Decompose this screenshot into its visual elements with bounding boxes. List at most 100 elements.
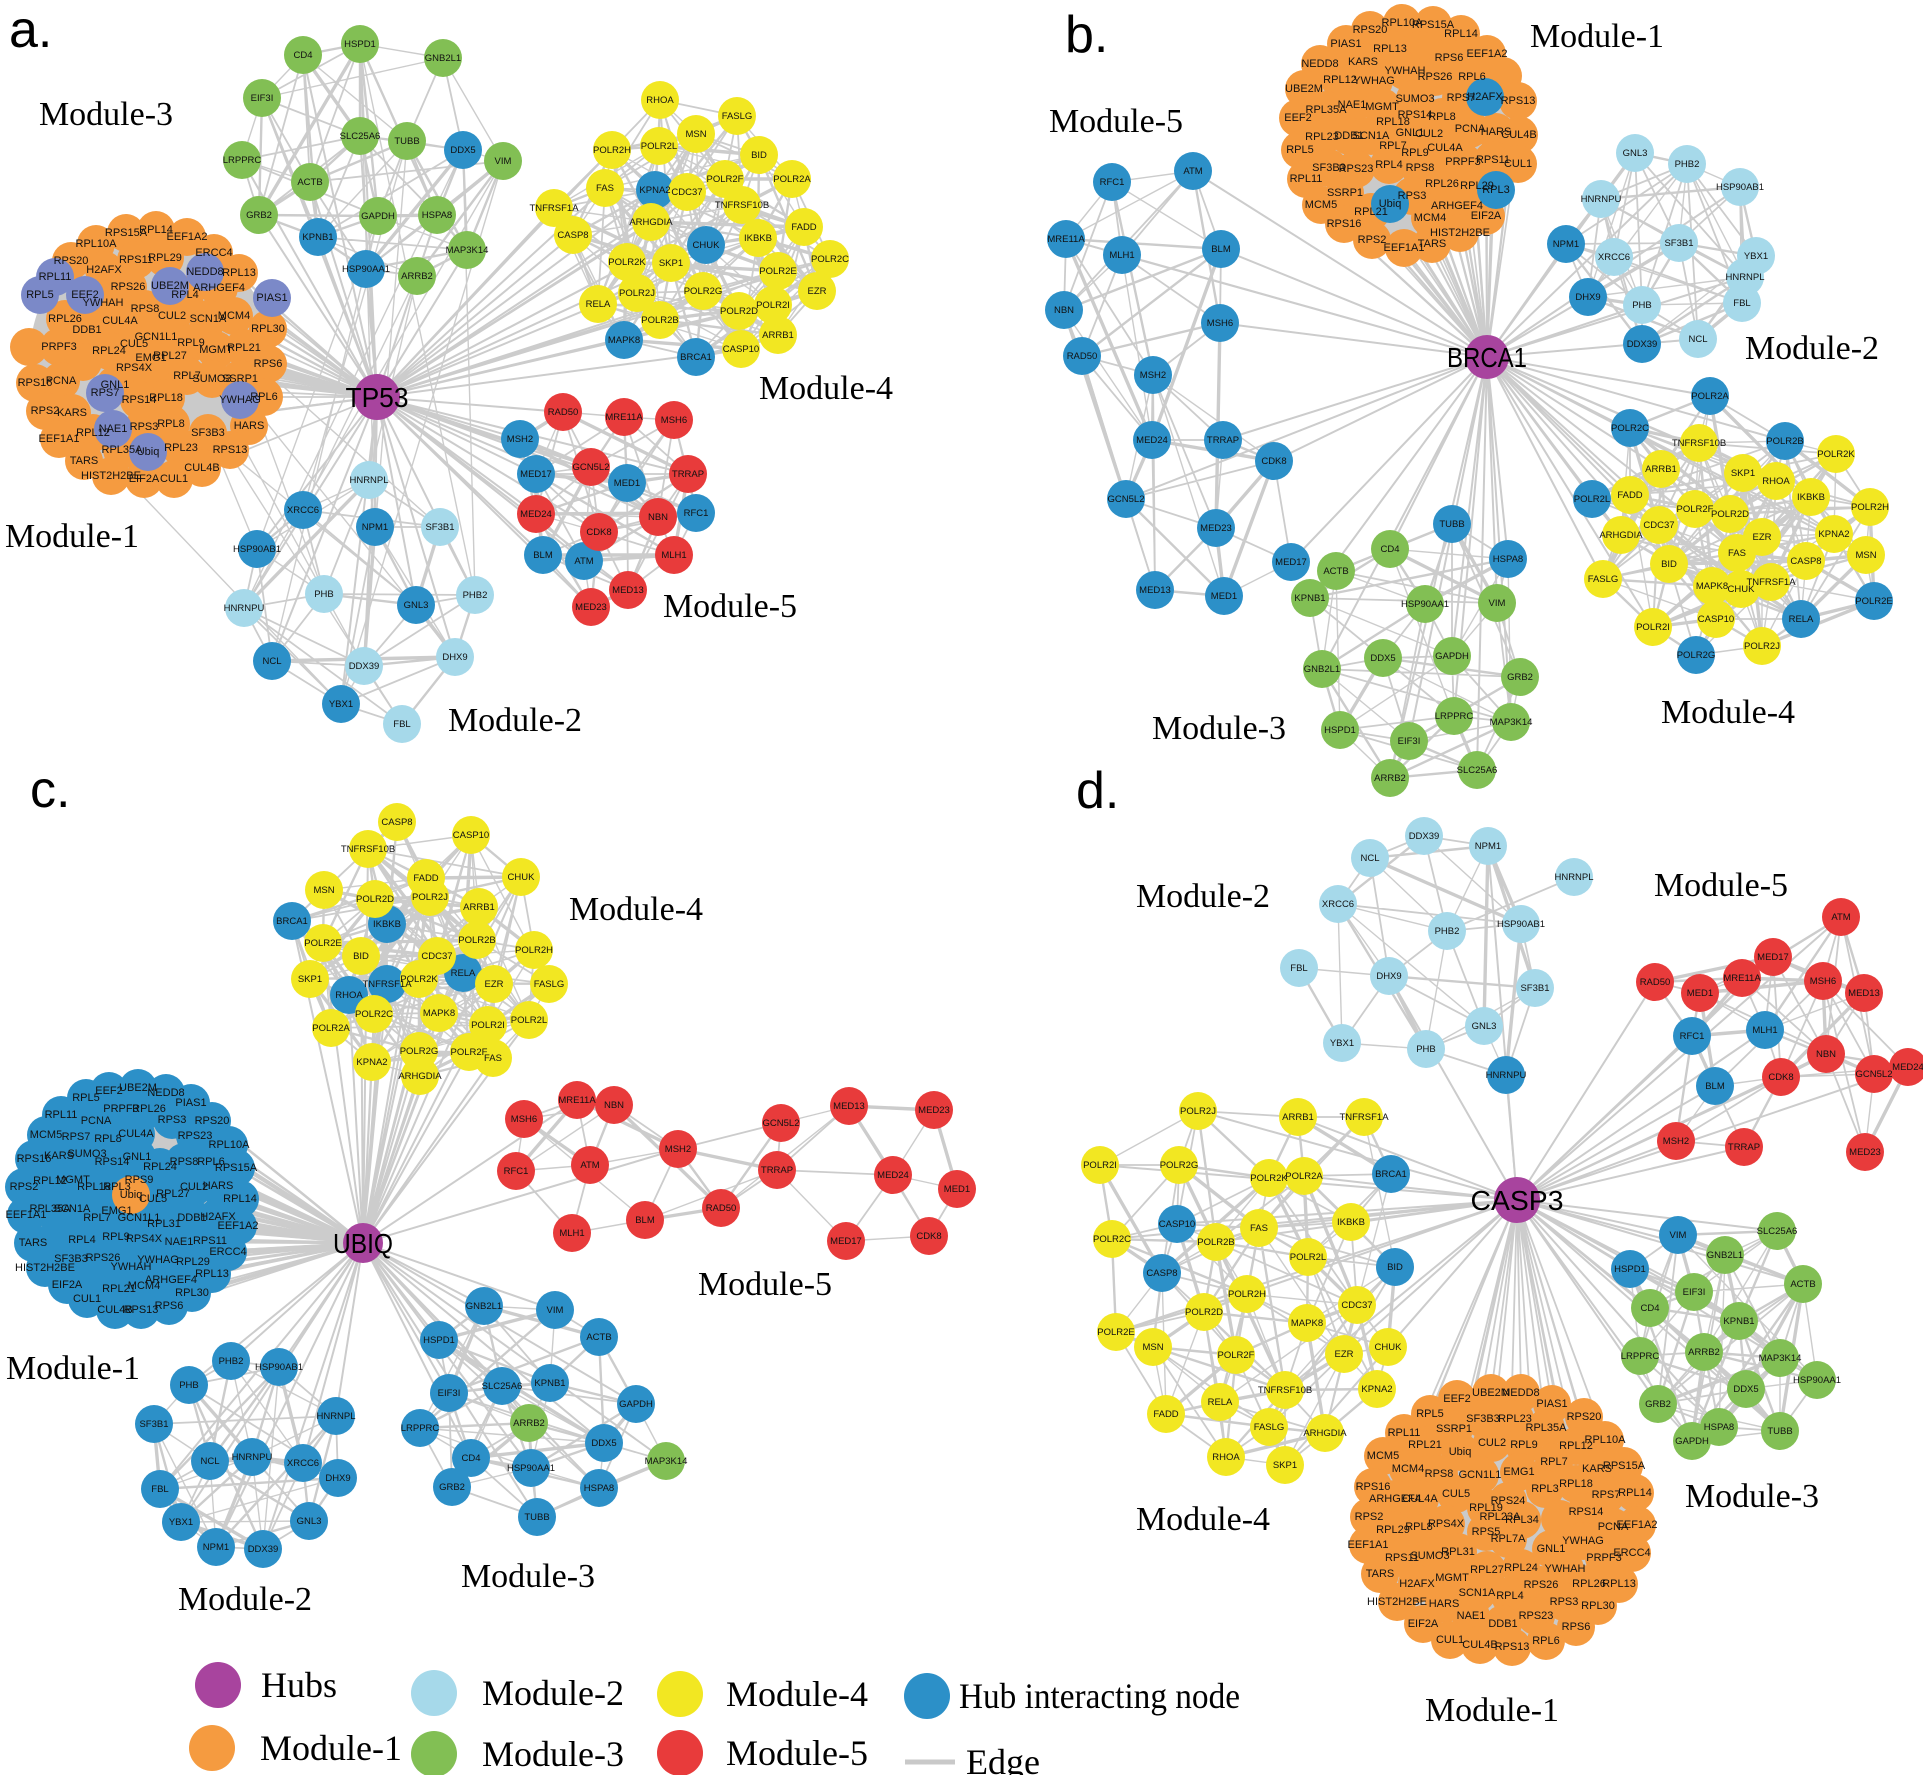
- svg-text:RPL13: RPL13: [222, 267, 256, 279]
- svg-text:RPL5: RPL5: [1286, 144, 1314, 156]
- svg-text:EMG1: EMG1: [135, 352, 166, 364]
- svg-text:POLR2I: POLR2I: [1636, 622, 1670, 633]
- svg-text:GCN1L1: GCN1L1: [1459, 1469, 1502, 1481]
- svg-text:SCN1A: SCN1A: [54, 1203, 91, 1215]
- svg-text:PRPF3: PRPF3: [1586, 1552, 1621, 1564]
- svg-text:HIST2H2BE: HIST2H2BE: [15, 1262, 75, 1274]
- svg-text:MGMT: MGMT: [1365, 101, 1399, 113]
- svg-text:MCM4: MCM4: [1392, 1463, 1424, 1475]
- svg-text:PHB2: PHB2: [1435, 926, 1460, 937]
- svg-text:SF3B3: SF3B3: [54, 1253, 88, 1265]
- svg-text:MED24: MED24: [1892, 1062, 1923, 1073]
- svg-text:GAPDH: GAPDH: [1675, 1436, 1709, 1447]
- svg-text:KARS: KARS: [1348, 56, 1378, 68]
- svg-text:RPL30: RPL30: [251, 323, 285, 335]
- svg-text:RPL31: RPL31: [147, 1218, 181, 1230]
- svg-text:EIF2A: EIF2A: [52, 1279, 83, 1291]
- svg-text:CUL2: CUL2: [180, 1181, 208, 1193]
- svg-text:HSPD1: HSPD1: [423, 1335, 455, 1346]
- svg-text:TUBB: TUBB: [394, 136, 419, 147]
- svg-text:CUL1: CUL1: [1436, 1634, 1464, 1646]
- svg-text:POLR2B: POLR2B: [458, 935, 496, 946]
- svg-text:MSN: MSN: [1855, 550, 1876, 561]
- svg-text:RPL35A: RPL35A: [30, 1203, 72, 1215]
- svg-text:POLR2C: POLR2C: [811, 254, 849, 265]
- svg-text:HSP90AA1: HSP90AA1: [1401, 599, 1449, 610]
- svg-text:HNRNPU: HNRNPU: [1581, 194, 1622, 205]
- svg-text:KPNB1: KPNB1: [1294, 593, 1325, 604]
- svg-text:ARRB2: ARRB2: [401, 271, 433, 282]
- svg-text:RFC1: RFC1: [1100, 177, 1125, 188]
- svg-text:DHX9: DHX9: [1575, 292, 1600, 303]
- svg-text:MED13: MED13: [1139, 585, 1171, 596]
- svg-text:RPL9: RPL9: [1510, 1439, 1538, 1451]
- svg-text:RPL13: RPL13: [1373, 43, 1407, 55]
- svg-text:TUBB: TUBB: [1439, 519, 1464, 530]
- svg-text:GRB2: GRB2: [1645, 1399, 1671, 1410]
- svg-text:SSRP1: SSRP1: [1327, 187, 1363, 199]
- svg-text:EIF3I: EIF3I: [251, 93, 274, 104]
- svg-text:NCL: NCL: [262, 656, 281, 667]
- svg-text:EEF1A2: EEF1A2: [1617, 1519, 1658, 1531]
- svg-text:PHB: PHB: [314, 589, 334, 600]
- svg-text:RPL8: RPL8: [157, 418, 185, 430]
- svg-text:GNL3: GNL3: [1623, 148, 1648, 159]
- svg-text:YWHAG: YWHAG: [1353, 75, 1395, 87]
- svg-text:EIF3I: EIF3I: [1683, 1287, 1706, 1298]
- svg-text:CUL2: CUL2: [1415, 128, 1443, 140]
- svg-text:KARS: KARS: [44, 1150, 74, 1162]
- svg-text:RAD50: RAD50: [1067, 351, 1098, 362]
- svg-text:ARHGDIA: ARHGDIA: [1599, 530, 1643, 541]
- svg-text:XRCC6: XRCC6: [1598, 252, 1630, 263]
- svg-text:MLH1: MLH1: [1752, 1025, 1777, 1036]
- svg-text:MSH2: MSH2: [507, 434, 533, 445]
- svg-text:EEF2: EEF2: [95, 1085, 123, 1097]
- svg-text:POLR2E: POLR2E: [1855, 596, 1893, 607]
- svg-text:TRRAP: TRRAP: [761, 1165, 793, 1176]
- svg-text:RPS2: RPS2: [31, 405, 60, 417]
- svg-text:POLR2G: POLR2G: [684, 286, 723, 297]
- svg-text:RPL26: RPL26: [1572, 1578, 1606, 1590]
- svg-text:POLR2K: POLR2K: [608, 257, 646, 268]
- svg-text:MRE11A: MRE11A: [605, 412, 643, 423]
- svg-text:b.: b.: [1065, 6, 1108, 64]
- svg-text:Ubiq: Ubiq: [120, 1189, 143, 1201]
- svg-text:RPL21: RPL21: [102, 1283, 136, 1295]
- svg-text:LRPPRC: LRPPRC: [1435, 711, 1474, 722]
- svg-text:EEF1A1: EEF1A1: [1348, 1539, 1389, 1551]
- svg-text:NAE1: NAE1: [165, 1236, 194, 1248]
- svg-text:MLH1: MLH1: [661, 550, 686, 561]
- svg-text:POLR2D: POLR2D: [356, 894, 394, 905]
- svg-text:CDK8: CDK8: [1768, 1072, 1793, 1083]
- svg-text:Ubiq: Ubiq: [137, 446, 160, 458]
- svg-text:CASP10: CASP10: [1698, 614, 1734, 625]
- svg-text:HARS: HARS: [203, 1180, 234, 1192]
- svg-text:RPL30: RPL30: [175, 1287, 209, 1299]
- svg-text:CUL4A: CUL4A: [1427, 142, 1463, 154]
- svg-text:POLR2F: POLR2F: [451, 1047, 488, 1058]
- svg-text:RPL6: RPL6: [197, 1156, 225, 1168]
- svg-text:RELA: RELA: [451, 968, 476, 979]
- svg-text:RPL6: RPL6: [250, 391, 278, 403]
- svg-text:EEF1A1: EEF1A1: [6, 1209, 47, 1221]
- svg-text:RPL29: RPL29: [148, 252, 182, 264]
- svg-text:RPL3: RPL3: [1531, 1483, 1559, 1495]
- svg-text:MAPK8: MAPK8: [1291, 1318, 1323, 1329]
- svg-text:TP53: TP53: [346, 382, 409, 413]
- svg-text:KARS: KARS: [1582, 1463, 1612, 1475]
- svg-text:GNB2L1: GNB2L1: [1304, 664, 1340, 675]
- svg-text:RPS24: RPS24: [1491, 1495, 1526, 1507]
- svg-text:Module-3: Module-3: [1152, 710, 1286, 747]
- svg-text:Module-5: Module-5: [698, 1266, 832, 1303]
- svg-text:RPL14: RPL14: [1444, 28, 1478, 40]
- svg-text:HSPA8: HSPA8: [1493, 554, 1523, 565]
- svg-text:RPL11: RPL11: [1388, 1427, 1421, 1439]
- svg-text:GNL1: GNL1: [1396, 127, 1425, 139]
- svg-text:EIF2A: EIF2A: [129, 473, 160, 485]
- svg-text:CUL2: CUL2: [1478, 1437, 1506, 1449]
- svg-text:RPL30: RPL30: [1581, 1600, 1615, 1612]
- svg-text:RPS2: RPS2: [1358, 234, 1387, 246]
- svg-text:CHUK: CHUK: [693, 240, 721, 251]
- svg-text:TNFRSF1A: TNFRSF1A: [1746, 577, 1796, 588]
- svg-text:YWHAG: YWHAG: [137, 1254, 179, 1266]
